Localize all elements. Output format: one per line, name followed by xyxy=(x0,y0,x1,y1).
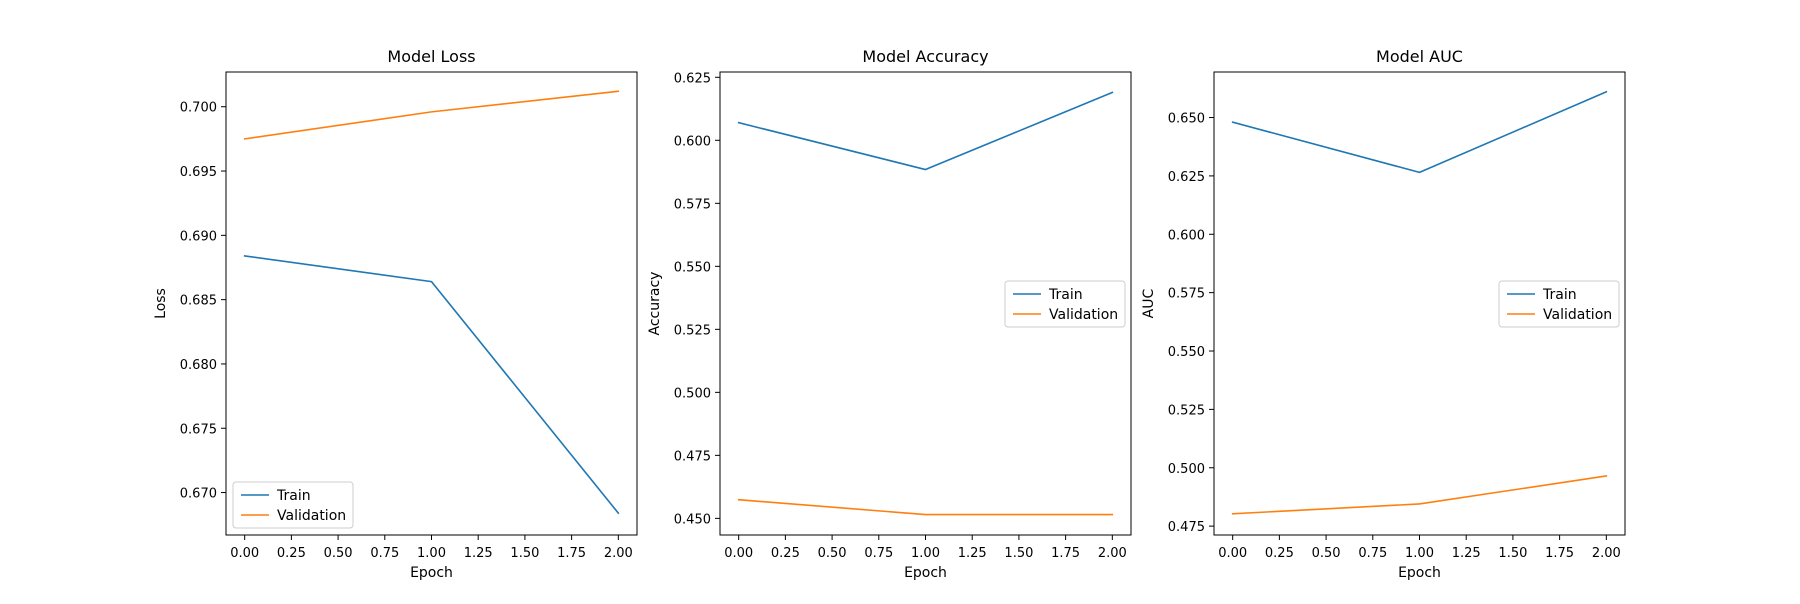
y-tick-label: 0.625 xyxy=(674,71,711,86)
x-tick-label: 0.75 xyxy=(370,546,399,561)
x-axis-label: Epoch xyxy=(904,565,947,581)
legend-label: Train xyxy=(1542,287,1577,303)
legend: Train Validation xyxy=(1004,280,1126,328)
x-tick-label: 2.00 xyxy=(604,546,633,561)
x-tick-label: 0.75 xyxy=(864,546,893,561)
y-tick-label: 0.690 xyxy=(180,229,217,244)
y-tick-label: 0.550 xyxy=(674,260,711,275)
series-line-train xyxy=(1231,90,1608,174)
x-axis-label: Epoch xyxy=(410,565,453,581)
legend-label: Train xyxy=(276,488,311,504)
x-tick-label: 1.75 xyxy=(1051,546,1080,561)
x-tick-label: 0.00 xyxy=(230,546,259,561)
legend-label: Train xyxy=(1048,287,1083,303)
y-tick-label: 0.670 xyxy=(180,487,217,502)
y-tick-label: 0.680 xyxy=(180,358,217,373)
y-tick-label: 0.700 xyxy=(180,101,217,116)
chart-panel: 0.00 0.25 0.50 0.75 1.00 1.25 1.50 1.75 2.00 0.67… xyxy=(153,47,638,581)
legend: Train Validation xyxy=(1498,280,1620,328)
x-tick-label: 1.00 xyxy=(417,546,446,561)
x-axis-label: Epoch xyxy=(1398,565,1441,581)
x-tick-label: 0.00 xyxy=(724,546,753,561)
series-line-validation xyxy=(243,90,620,140)
plot-frame xyxy=(225,71,638,536)
y-axis-label: AUC xyxy=(1141,288,1157,318)
y-tick-label: 0.500 xyxy=(674,386,711,401)
y-tick-label: 0.600 xyxy=(1168,228,1205,243)
y-tick-label: 0.695 xyxy=(180,165,217,180)
x-tick-label: 1.00 xyxy=(1405,546,1434,561)
y-tick-label: 0.550 xyxy=(1168,345,1205,360)
y-tick-label: 0.600 xyxy=(674,134,711,149)
y-tick-label: 0.575 xyxy=(1168,287,1205,302)
legend-label: Validation xyxy=(277,508,346,524)
x-tick-label: 0.75 xyxy=(1358,546,1387,561)
y-axis-label: Loss xyxy=(153,288,169,319)
x-tick-label: 2.00 xyxy=(1098,546,1127,561)
x-tick-label: 0.25 xyxy=(771,546,800,561)
y-tick-label: 0.575 xyxy=(674,197,711,212)
x-tick-label: 0.00 xyxy=(1218,546,1247,561)
y-tick-label: 0.450 xyxy=(674,512,711,527)
series-line-validation xyxy=(1231,475,1608,515)
x-tick-label: 0.50 xyxy=(818,546,847,561)
x-tick-label: 1.75 xyxy=(1545,546,1574,561)
x-tick-label: 1.00 xyxy=(911,546,940,561)
series-line-train xyxy=(243,255,620,515)
y-tick-label: 0.475 xyxy=(1168,520,1205,535)
y-tick-label: 0.500 xyxy=(1168,462,1205,477)
x-tick-label: 0.50 xyxy=(324,546,353,561)
legend-label: Validation xyxy=(1049,307,1118,323)
y-tick-label: 0.685 xyxy=(180,294,217,309)
chart-title: Model AUC xyxy=(1376,47,1463,66)
x-tick-label: 1.25 xyxy=(1452,546,1481,561)
legend-box xyxy=(232,481,354,529)
chart-title: Model Accuracy xyxy=(862,47,988,66)
legend: Train Validation xyxy=(232,481,354,529)
y-tick-label: 0.525 xyxy=(674,323,711,338)
legend-box xyxy=(1498,280,1620,328)
chart-panel: 0.00 0.25 0.50 0.75 1.00 1.25 1.50 1.75 2.00 0.47… xyxy=(1141,47,1626,581)
y-tick-label: 0.475 xyxy=(674,449,711,464)
x-tick-label: 1.75 xyxy=(557,546,586,561)
y-tick-label: 0.675 xyxy=(180,422,217,437)
x-tick-label: 0.50 xyxy=(1312,546,1341,561)
chart-panel: 0.00 0.25 0.50 0.75 1.00 1.25 1.50 1.75 2.00 0.45… xyxy=(647,47,1132,581)
y-axis-label: Accuracy xyxy=(647,272,663,336)
x-tick-label: 1.25 xyxy=(958,546,987,561)
legend-box xyxy=(1004,280,1126,328)
chart-title: Model Loss xyxy=(387,47,475,66)
series-line-validation xyxy=(737,498,1114,516)
x-tick-label: 0.25 xyxy=(277,546,306,561)
x-tick-label: 1.50 xyxy=(1004,546,1033,561)
y-tick-label: 0.525 xyxy=(1168,403,1205,418)
series-line-train xyxy=(737,91,1114,171)
legend-label: Validation xyxy=(1543,307,1612,323)
y-tick-label: 0.650 xyxy=(1168,112,1205,127)
x-tick-label: 1.50 xyxy=(1498,546,1527,561)
x-tick-label: 2.00 xyxy=(1592,546,1621,561)
y-tick-label: 0.625 xyxy=(1168,170,1205,185)
x-tick-label: 0.25 xyxy=(1265,546,1294,561)
x-tick-label: 1.25 xyxy=(464,546,493,561)
x-tick-label: 1.50 xyxy=(510,546,539,561)
